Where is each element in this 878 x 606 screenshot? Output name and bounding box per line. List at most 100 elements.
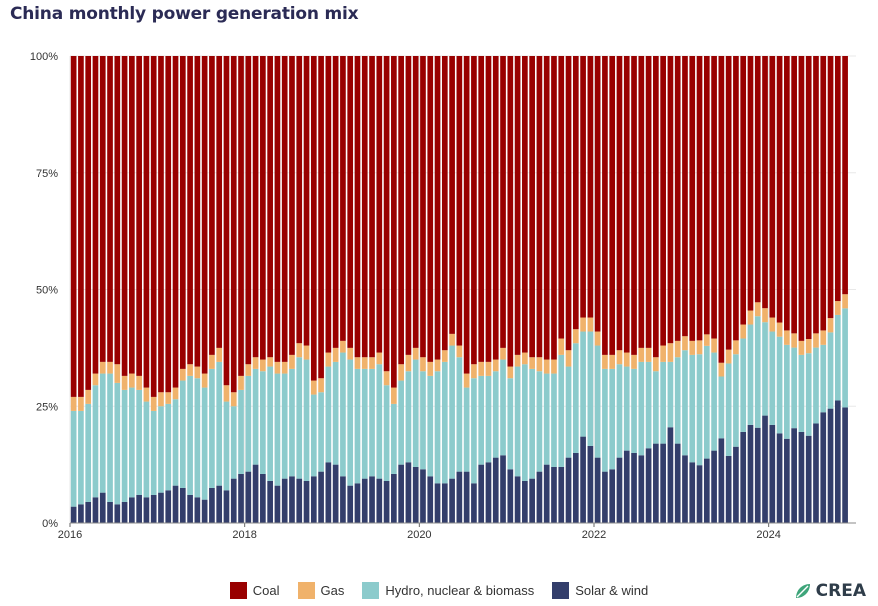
bar-segment-gas: [172, 387, 179, 400]
bar-segment-solar-wind: [172, 485, 179, 523]
bar-segment-coal: [70, 56, 77, 397]
bar-segment-hydro: [260, 371, 266, 474]
bar-segment-solar-wind: [230, 478, 237, 523]
bar-segment-hydro: [471, 378, 477, 484]
bar-segment-gas: [121, 375, 128, 390]
bar-segment-hydro: [609, 368, 616, 470]
bar-segment-gas: [754, 302, 761, 317]
bar-segment-hydro: [492, 371, 499, 458]
bar-segment-coal: [172, 56, 179, 388]
bar-segment-solar-wind: [594, 457, 601, 523]
bar-segment-gas: [289, 354, 295, 369]
bar-segment-solar-wind: [827, 408, 834, 523]
bar-segment-coal: [332, 56, 339, 348]
bar-segment-coal: [572, 56, 579, 330]
bar-segment-hydro: [434, 371, 441, 484]
bar-segment-gas: [150, 396, 157, 411]
bar-segment-coal: [412, 56, 419, 348]
bar-segment-coal: [296, 56, 303, 344]
bar-segment-hydro: [238, 389, 244, 474]
bar-segment-gas: [99, 361, 106, 374]
bar-segment-hydro: [696, 354, 703, 466]
bar-segment-gas: [776, 322, 783, 337]
bar-segment-coal: [194, 56, 201, 367]
bar-segment-gas: [623, 352, 630, 367]
bar-segment-hydro: [70, 410, 77, 507]
bar-segment-gas: [471, 364, 477, 379]
bar-segment-gas: [78, 396, 84, 411]
bar-segment-gas: [696, 340, 703, 355]
bar-segment-gas: [441, 350, 448, 362]
bar-segment-coal: [492, 56, 499, 360]
bar-segment-solar-wind: [551, 466, 557, 523]
bar-segment-gas: [165, 392, 172, 404]
bar-segment-hydro: [129, 387, 135, 498]
bar-segment-solar-wind: [725, 455, 732, 523]
bar-segment-coal: [718, 56, 725, 363]
bar-segment-hydro: [689, 354, 696, 463]
bar-segment-gas: [296, 343, 303, 358]
bar-segment-coal: [514, 56, 521, 355]
bar-segment-gas: [711, 338, 717, 353]
bar-segment-hydro: [391, 403, 397, 474]
bar-segment-gas: [733, 340, 739, 355]
bar-segment-coal: [813, 56, 819, 334]
bar-segment-coal: [500, 56, 506, 348]
bar-segment-gas: [332, 347, 339, 362]
bar-segment-coal: [820, 56, 827, 331]
bar-segment-hydro: [776, 336, 783, 434]
bar-segment-solar-wind: [660, 443, 666, 523]
legend-swatch: [297, 581, 315, 599]
bar-segment-gas: [376, 352, 383, 365]
bar-segment-gas: [252, 357, 259, 369]
bar-segment-gas: [223, 385, 230, 402]
bar-segment-gas: [718, 362, 725, 377]
bar-segment-solar-wind: [354, 483, 361, 523]
bar-segment-gas: [572, 329, 579, 344]
bar-segment-hydro: [107, 373, 113, 502]
bar-segment-hydro: [580, 331, 586, 437]
bar-segment-coal: [107, 56, 113, 362]
bar-segment-hydro: [274, 373, 281, 486]
bar-segment-gas: [209, 354, 215, 369]
bar-segment-gas: [507, 366, 514, 379]
bar-segment-solar-wind: [325, 462, 332, 523]
bar-segment-coal: [347, 56, 354, 348]
bar-segment-hydro: [769, 331, 776, 425]
bar-segment-solar-wind: [572, 452, 579, 523]
bar-segment-solar-wind: [631, 452, 637, 523]
bar-segment-coal: [754, 56, 761, 303]
bar-segment-coal: [78, 56, 84, 397]
bar-segment-coal: [165, 56, 172, 393]
bar-segment-hydro: [281, 373, 288, 479]
bar-segment-coal: [245, 56, 252, 365]
bar-segment-coal: [696, 56, 703, 341]
bar-segment-gas: [434, 359, 441, 372]
legend-swatch: [362, 581, 380, 599]
bar-segment-solar-wind: [762, 415, 768, 523]
bar-segment-hydro: [376, 364, 383, 479]
bar-segment-solar-wind: [813, 423, 819, 523]
bar-segment-solar-wind: [754, 427, 761, 523]
legend-item-hydro: Hydro, nuclear & biomass: [362, 581, 535, 599]
bar-segment-solar-wind: [485, 462, 492, 523]
bar-segment-hydro: [594, 345, 601, 458]
bar-segment-gas: [187, 364, 193, 376]
bar-segment-solar-wind: [602, 471, 608, 523]
bar-segment-gas: [405, 354, 412, 372]
bar-segment-coal: [136, 56, 142, 376]
bar-segment-gas: [689, 340, 696, 355]
bar-segment-solar-wind: [558, 466, 565, 523]
bar-segment-gas: [449, 333, 455, 346]
bar-segment-coal: [143, 56, 150, 388]
bar-segment-hydro: [813, 347, 819, 424]
bar-segment-hydro: [252, 368, 259, 465]
bar-segment-gas: [427, 361, 434, 376]
bar-segment-hydro: [507, 378, 514, 470]
bar-segment-hydro: [143, 401, 150, 498]
legend-item-gas: Gas: [297, 581, 344, 599]
bar-segment-coal: [325, 56, 332, 353]
legend-label: Hydro, nuclear & biomass: [385, 582, 535, 598]
bar-segment-gas: [638, 347, 645, 362]
bar-segment-solar-wind: [85, 501, 92, 523]
